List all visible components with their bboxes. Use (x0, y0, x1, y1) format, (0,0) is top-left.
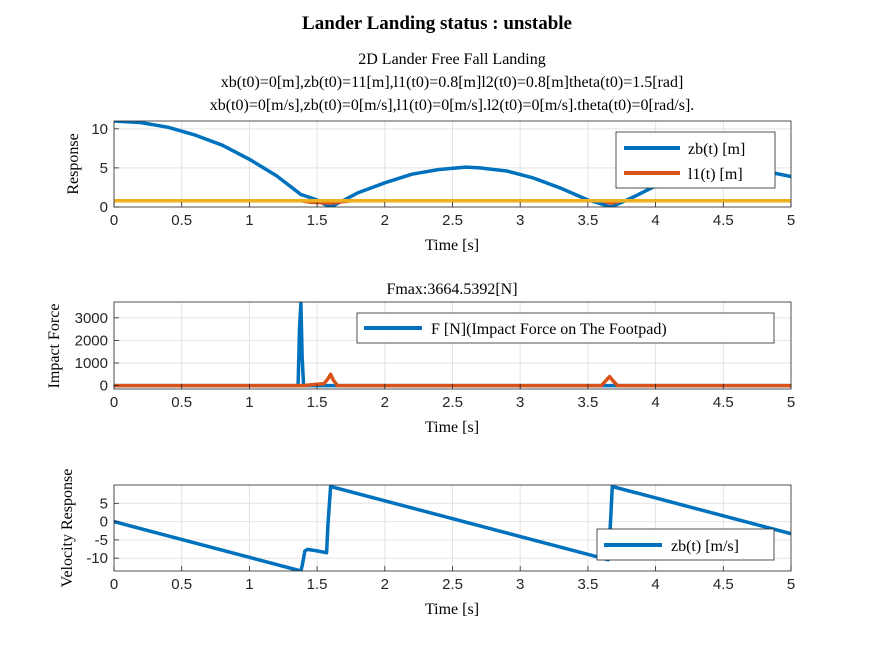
x-tick-label: 0 (110, 212, 118, 229)
y-tick-label: 3000 (75, 310, 108, 327)
axes1-title-line3: xb(t0)=0[m/s],zb(t0)=0[m/s],l1(t0)=0[m/s… (210, 97, 695, 114)
x-tick-label: 4 (651, 394, 659, 411)
axes1-series-group (114, 121, 791, 207)
axes2-title: Fmax:3664.5392[N] (386, 281, 517, 298)
x-tick-label: 4 (651, 212, 659, 229)
axes1-ylabel: Response (65, 133, 82, 194)
x-tick-label: 5 (787, 394, 795, 411)
y-tick-label: 10 (91, 121, 108, 138)
axes1-ticks: 0 0.5 1 1.5 2 2.5 3 3.5 4 4.5 5 0 5 10 (91, 121, 795, 229)
x-tick-label: 5 (787, 576, 795, 593)
axes2-ticks: 0 0.5 1 1.5 2 2.5 3 3.5 4 4.5 5 0 1000 2000 3000 (75, 310, 796, 411)
x-tick-label: 3 (516, 394, 524, 411)
y-tick-label: 0 (100, 378, 108, 395)
figure-suptitle: Lander Landing status : unstable (302, 13, 572, 34)
axes2-plot-area (114, 302, 791, 388)
axes-response: 2D Lander Free Fall Landing xb(t0)=0[m],… (65, 51, 795, 254)
y-tick-label: -5 (95, 532, 108, 549)
x-tick-label: 1.5 (307, 576, 328, 593)
x-tick-label: 0 (110, 576, 118, 593)
x-tick-label: 1 (245, 394, 253, 411)
x-tick-label: 1 (245, 576, 253, 593)
axes3-xlabel: Time [s] (425, 601, 479, 618)
x-tick-label: 2.5 (442, 576, 463, 593)
y-tick-label: 0 (100, 514, 108, 531)
y-tick-label: -10 (86, 550, 108, 567)
x-tick-label: 2 (381, 394, 389, 411)
x-tick-label: 3.5 (577, 394, 598, 411)
axes1-title-line1: 2D Lander Free Fall Landing (358, 51, 546, 68)
axes2-ylabel: Impact Force (46, 304, 63, 389)
x-tick-label: 0.5 (171, 212, 192, 229)
axes3-ylabel: Velocity Response (59, 469, 76, 588)
legend-label-force: F [N](Impact Force on The Footpad) (431, 321, 667, 338)
x-tick-label: 2.5 (442, 394, 463, 411)
axes2-xlabel: Time [s] (425, 419, 479, 436)
y-tick-label: 1000 (75, 355, 108, 372)
y-tick-label: 5 (100, 160, 108, 177)
axes-impact-force: Fmax:3664.5392[N] 0 0.5 1 1.5 2 2.5 3 3.5 4 4.5 50… (46, 281, 795, 436)
y-tick-label: 5 (100, 495, 108, 512)
x-tick-label: 4.5 (713, 576, 734, 593)
axes1-plot-area (114, 121, 791, 207)
x-tick-label: 2 (381, 212, 389, 229)
axes2-series-group (114, 302, 791, 388)
legend-label-l1: l1(t) [m] (688, 166, 743, 183)
x-tick-label: 2 (381, 576, 389, 593)
x-tick-label: 1.5 (307, 394, 328, 411)
x-tick-label: 3 (516, 576, 524, 593)
axes1-legend-box (615, 131, 776, 189)
x-tick-label: 1 (245, 212, 253, 229)
axes1-title-line2: xb(t0)=0[m],zb(t0)=11[m],l1(t0)=0.8[m]l2… (221, 74, 684, 91)
x-tick-label: 2.5 (442, 212, 463, 229)
x-tick-label: 0 (110, 394, 118, 411)
y-tick-label: 2000 (75, 332, 108, 349)
axes3-legend: zb(t) [m/s] (596, 528, 775, 561)
axes2-legend: F [N](Impact Force on The Footpad) (356, 312, 775, 344)
x-tick-label: 5 (787, 212, 795, 229)
axes3-ticks: 0 0.5 1 1.5 2 2.5 3 3.5 4 4.5 5-10-505 (86, 495, 795, 593)
legend-label-zb: zb(t) [m] (688, 141, 745, 158)
x-tick-label: 0.5 (171, 394, 192, 411)
x-tick-label: 0.5 (171, 576, 192, 593)
x-tick-label: 4.5 (713, 394, 734, 411)
x-tick-label: 1.5 (307, 212, 328, 229)
x-tick-label: 4.5 (713, 212, 734, 229)
series-line-1 (114, 121, 791, 207)
axes1-legend: zb(t) [m] l1(t) [m] (615, 131, 776, 189)
series-line-2 (114, 372, 791, 388)
legend-label-velocity: zb(t) [m/s] (671, 538, 739, 555)
y-tick-label: 0 (100, 199, 108, 216)
axes1-xlabel: Time [s] (425, 237, 479, 254)
x-tick-label: 3.5 (577, 212, 598, 229)
x-tick-label: 3.5 (577, 576, 598, 593)
axes2-legend-box (356, 312, 775, 344)
x-tick-label: 4 (651, 576, 659, 593)
x-tick-label: 3 (516, 212, 524, 229)
axes-velocity: 0 0.5 1 1.5 2 2.5 3 3.5 4 4.5 5-10-505 Time [s] Ve… (59, 469, 795, 618)
